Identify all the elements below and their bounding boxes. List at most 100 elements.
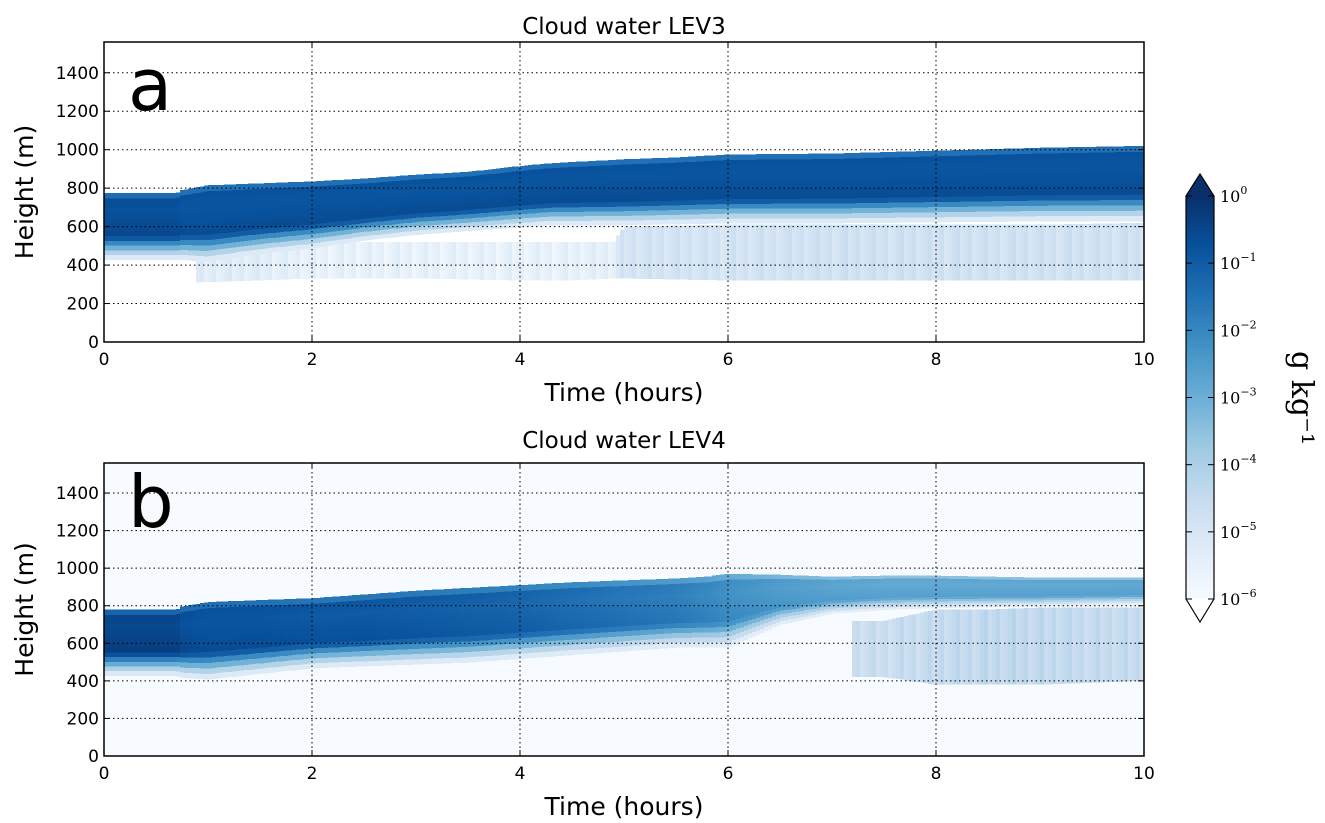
cloud-cell [360,614,365,621]
cloud-cell [804,207,809,214]
cloud-cell [928,186,933,193]
cloud-cell [168,637,173,643]
cloud-cell [800,203,805,209]
cloud-cell [696,165,701,172]
cloud-cell [452,202,457,207]
cloud-cell [908,196,913,203]
cloud-cell [160,230,165,237]
cloud-cell [120,618,125,625]
cloud-cell [752,183,757,190]
cloud-cell [744,193,749,199]
cloud-cell [652,205,657,211]
cloud-cell [816,153,821,160]
drizzle-cell [556,242,561,281]
cloud-cell [680,214,685,220]
cloud-cell [316,607,321,614]
cloud-cell [632,196,637,202]
cloud-cell [1080,194,1085,201]
cloud-cell [204,244,209,251]
cloud-cell [540,194,545,200]
cloud-cell [788,183,793,189]
cloud-cell [120,637,125,643]
cloud-cell [1108,151,1113,158]
cloud-cell [640,158,645,164]
cloud-cell [108,651,113,658]
cloud-cell [1076,189,1081,196]
cloud-cell [300,239,305,245]
cloud-cell [420,204,425,209]
cloud-cell [924,166,929,172]
cloud-cell [172,197,177,204]
cloud-cell [108,665,113,672]
cloud-cell [256,243,261,250]
cloud-cell [344,238,349,244]
cloud-cell [564,193,569,199]
cloud-cell [116,661,121,667]
drizzle-cell [980,224,985,281]
cloud-cell [200,202,205,209]
cloud-cell [256,615,261,622]
cloud-cell [660,200,665,206]
cloud-cell [1084,210,1089,217]
cloud-cell [152,207,157,213]
drizzle-cell [1092,223,1097,281]
cloud-cell [240,245,245,252]
cloud-cell [776,173,781,180]
cloud-cell [268,182,273,189]
cloud-cell [272,232,277,238]
cloud-cell [332,611,337,618]
cloud-cell [304,613,309,620]
cloud-cell [904,181,909,188]
cloud-cell [352,214,357,220]
cloud-cell [708,208,713,215]
cloud-cell [220,253,225,260]
cloud-cell [292,629,297,635]
cloud-cell [584,179,589,185]
cloud-cell [192,187,197,194]
cloud-cell [624,159,629,165]
cloud-cell [144,651,149,658]
drizzle-cell [260,245,265,281]
cloud-cell [384,644,389,651]
cloud-cell [352,201,357,207]
cloud-cell [672,181,677,187]
cloud-cell [180,254,185,260]
cloud-cell [324,231,329,238]
drizzle-cell [752,224,757,281]
cloud-cell [352,625,357,632]
cloud-cell [416,212,421,218]
cloud-cell [680,185,685,191]
drizzle-cell [484,242,489,280]
cloud-cell [152,245,157,251]
cloud-cell [708,198,713,205]
cloud-cell [292,215,297,222]
cloud-cell [344,215,349,221]
cloud-cell [504,210,509,216]
cloud-cell [296,201,301,207]
cloud-cell [376,190,381,196]
cloud-cell [292,619,297,625]
cloud-cell [384,233,389,239]
cloud-cell [592,211,597,217]
cloud-cell [1064,189,1069,196]
cloud-cell [764,203,769,209]
cloud-cell [848,192,853,199]
cloud-cell [408,209,413,215]
cloud-cell [200,608,205,615]
cloud-cell [708,213,713,219]
cloud-cell [788,212,793,219]
cloud-cell [756,212,761,219]
cloud-cell [792,193,797,199]
cloud-cell [428,229,433,234]
cloud-cell [244,600,249,607]
cloud-cell [624,215,629,221]
cloud-cell [132,614,137,620]
cloud-cell [576,184,581,190]
cloud-cell [164,609,169,615]
cloud-cell [316,642,321,649]
cloud-cell [528,178,533,184]
cloud-cell [196,208,201,214]
cloud-cell [576,211,581,217]
cloud-cell [896,186,901,193]
cloud-cell [156,647,161,653]
